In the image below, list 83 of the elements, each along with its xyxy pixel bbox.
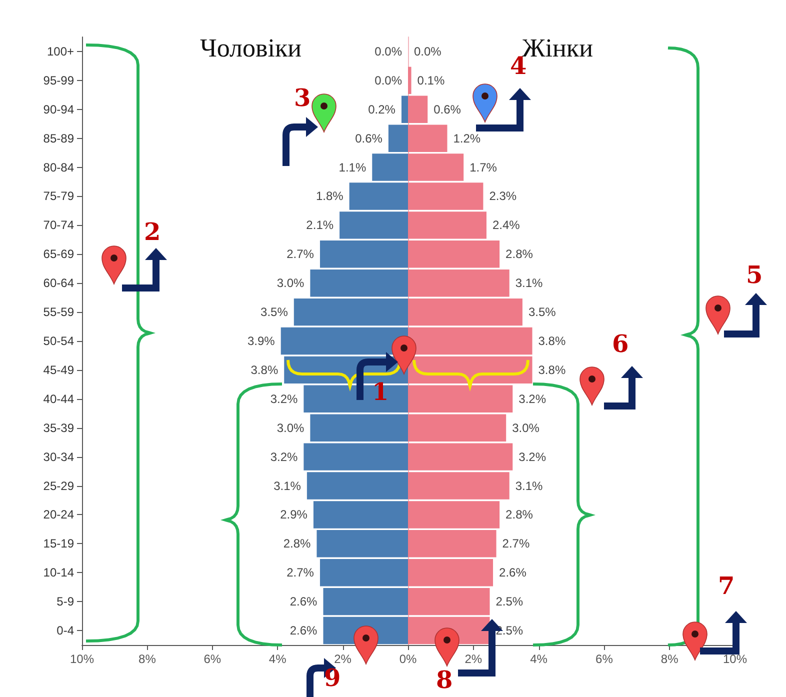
- data-label: 3.2%: [270, 450, 298, 464]
- y-tick-label: 80-84: [43, 160, 74, 174]
- data-label: 1.2%: [453, 131, 481, 146]
- y-tick-label: 20-24: [43, 508, 74, 522]
- y-tick-label: 60-64: [43, 276, 74, 290]
- data-label: 3.1%: [515, 276, 544, 290]
- x-tick-label: 10%: [70, 652, 94, 666]
- annotation: 1: [372, 376, 389, 406]
- data-label: 2.9%: [280, 508, 308, 522]
- y-tick-label: 45-49: [43, 362, 74, 377]
- data-label: 3.8%: [538, 334, 566, 348]
- data-label: 0.0%: [414, 44, 442, 58]
- y-tick-label: 70-74: [43, 218, 74, 232]
- data-label: 2.7%: [286, 566, 314, 580]
- text: 9: [324, 663, 341, 692]
- annotation: 2: [144, 217, 161, 246]
- data-label: 2.6%: [290, 624, 318, 638]
- data-label: 0.6%: [355, 131, 383, 146]
- data-label: 1.8%: [316, 189, 344, 204]
- x-tick-label: 10%: [722, 652, 748, 666]
- x-tick-label: 6%: [596, 652, 614, 666]
- y-tick-label: 65-69: [43, 247, 74, 262]
- y-tick-label: 35-39: [43, 420, 74, 435]
- data-label: 3.0%: [276, 420, 305, 435]
- y-tick-label: 40-44: [43, 392, 74, 406]
- data-label: 3.2%: [518, 450, 546, 464]
- y-tick-label: 100+: [46, 44, 74, 58]
- x-tick-label: 4%: [268, 652, 287, 666]
- x-tick-label: 8%: [660, 652, 679, 666]
- y-tick-label: 10-14: [43, 566, 74, 580]
- x-tick-label: 2%: [464, 652, 482, 666]
- y-tick-label: 75-79: [43, 189, 74, 204]
- data-label: 0.0%: [374, 73, 402, 88]
- data-label: 2.3%: [489, 189, 517, 204]
- y-tick-label: 0-4: [56, 624, 74, 638]
- data-label: 3.5%: [528, 305, 556, 320]
- data-label: 2.6%: [499, 566, 527, 580]
- data-label: 0.2%: [368, 102, 396, 116]
- data-label: 2.4%: [492, 218, 520, 232]
- x-tick-label: 8%: [138, 652, 156, 666]
- annotation: 3: [294, 83, 311, 112]
- data-label: 3.0%: [512, 420, 540, 435]
- data-label: 3.0%: [276, 276, 305, 290]
- data-label: 3.8%: [538, 362, 566, 377]
- y-tick-label: 30-34: [43, 450, 74, 464]
- data-label: 2.6%: [290, 594, 318, 609]
- data-label: 0.0%: [374, 44, 402, 58]
- bar: [408, 66, 412, 94]
- data-label: 3.5%: [260, 305, 288, 320]
- data-label: 3.8%: [250, 362, 278, 377]
- annotation: 6: [612, 329, 629, 358]
- data-label: 2.7%: [502, 536, 530, 551]
- x-tick-label: 0%: [399, 652, 417, 666]
- data-label: 1.1%: [338, 160, 366, 174]
- data-label: 0.1%: [417, 73, 445, 88]
- x-tick-label: 2%: [334, 652, 352, 666]
- chart-title: Чоловіки: [200, 34, 302, 62]
- y-tick-label: 55-59: [43, 305, 74, 320]
- data-label: 3.1%: [274, 478, 302, 493]
- annotation: 7: [718, 571, 735, 600]
- y-tick-label: 90-94: [43, 102, 74, 116]
- data-label: 2.8%: [506, 508, 534, 522]
- data-label: 3.1%: [515, 478, 544, 493]
- data-label: 3.2%: [518, 392, 546, 406]
- data-label: 2.8%: [283, 536, 312, 551]
- y-tick-label: 25-29: [43, 478, 74, 493]
- y-tick-label: 15-19: [43, 536, 74, 551]
- data-label: 0.6%: [434, 102, 462, 116]
- data-label: 2.1%: [306, 218, 334, 232]
- data-label: 2.5%: [496, 594, 524, 609]
- text: 5: [746, 260, 763, 289]
- x-tick-label: 4%: [530, 652, 548, 666]
- data-label: 3.2%: [270, 392, 298, 406]
- y-tick-label: 50-54: [43, 334, 74, 348]
- y-tick-label: 5-9: [56, 594, 74, 609]
- y-tick-label: 85-89: [43, 131, 74, 146]
- data-label: 2.8%: [506, 247, 534, 262]
- data-label: 3.9%: [248, 334, 276, 348]
- x-tick-label: 6%: [204, 652, 222, 666]
- y-tick-label: 95-99: [43, 73, 74, 88]
- text: 8: [436, 665, 453, 694]
- data-label: 2.7%: [286, 247, 314, 262]
- data-label: 1.7%: [470, 160, 498, 174]
